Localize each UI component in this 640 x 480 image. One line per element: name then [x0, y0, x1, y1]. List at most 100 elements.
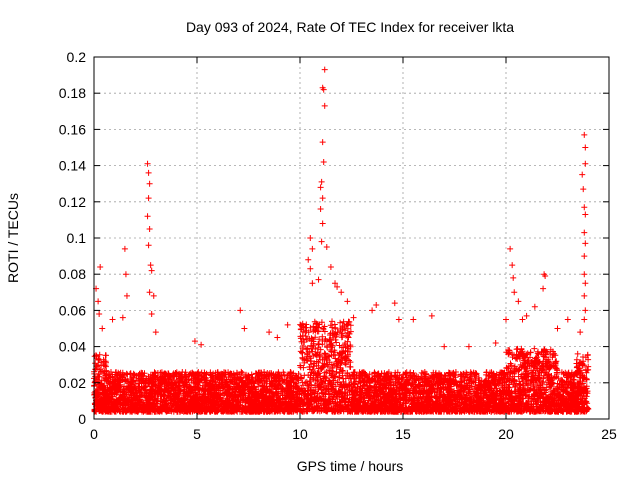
roti-point [317, 206, 324, 213]
chart-title: Day 093 of 2024, Rate Of TEC Index for r… [186, 19, 514, 35]
roti-point [338, 289, 345, 296]
roti-point [150, 292, 157, 299]
roti-point [369, 307, 376, 314]
roti-point [581, 271, 588, 278]
roti-point [523, 312, 530, 319]
roti-point [198, 341, 205, 348]
roti-point [582, 280, 589, 287]
roti-point [123, 292, 130, 299]
roti-point [465, 343, 472, 350]
roti-point [321, 102, 328, 109]
roti-point [148, 311, 155, 318]
roti-point [241, 325, 248, 332]
roti-point [511, 289, 518, 296]
roti-point [580, 186, 587, 193]
roti-point [274, 334, 281, 341]
roti-point [581, 292, 588, 299]
roti-point [441, 343, 448, 350]
roti-point [121, 245, 128, 252]
roti-point [582, 307, 589, 314]
roti-point [327, 263, 334, 270]
roti-point [582, 211, 589, 218]
x-tick-label: 10 [292, 426, 308, 442]
roti-point [122, 271, 129, 278]
roti-point [317, 184, 324, 191]
roti-point [319, 195, 326, 202]
roti-point [319, 139, 326, 146]
roti-point [284, 321, 291, 328]
y-tick-label: 0.08 [59, 266, 86, 282]
roti-point [428, 312, 435, 319]
roti-point [395, 316, 402, 323]
roti-point [332, 280, 339, 287]
y-tick-label: 0.04 [59, 339, 86, 355]
y-tick-label: 0.12 [59, 194, 86, 210]
data-points [91, 66, 592, 415]
roti-point [144, 160, 151, 167]
roti-point [148, 267, 155, 274]
y-tick-label: 0.14 [59, 158, 86, 174]
roti-point [410, 316, 417, 323]
roti-point [323, 244, 330, 251]
x-tick-label: 15 [395, 426, 411, 442]
roti-point [99, 325, 106, 332]
y-tick-label: 0.06 [59, 302, 86, 318]
roti-point [503, 316, 509, 323]
x-tick-label: 20 [498, 426, 514, 442]
roti-point [542, 273, 549, 280]
roti-point [266, 329, 273, 336]
y-tick-label: 0.2 [67, 49, 87, 65]
roti-point [564, 316, 571, 323]
x-tick-label: 5 [193, 426, 201, 442]
roti-point [582, 240, 589, 247]
roti-point [510, 274, 517, 281]
roti-point [531, 303, 538, 310]
roti-point [581, 131, 588, 138]
axis-ticks [93, 56, 610, 420]
y-tick-label: 0.02 [59, 375, 86, 391]
roti-point [318, 178, 325, 185]
y-tick-labels: 0 0.02 0.04 0.06 0.08 0.1 0.12 0.14 0.16 0.18 0.2 [59, 49, 86, 427]
roti-point [519, 316, 526, 323]
roti-point [373, 301, 380, 308]
roti-point [581, 316, 588, 323]
roti-point [582, 144, 589, 151]
roti-point [109, 316, 116, 323]
roti-point [318, 238, 325, 245]
y-tick-label: 0 [78, 411, 86, 427]
roti-point [321, 66, 328, 73]
roti-point [146, 289, 153, 296]
roti-point [145, 195, 152, 202]
roti-point [309, 280, 316, 287]
x-tick-label: 25 [601, 426, 617, 442]
roti-point [96, 311, 103, 318]
roti-point [319, 220, 326, 227]
x-tick-labels: 0 5 10 15 20 25 [90, 426, 617, 442]
x-axis-label: GPS time / hours [297, 458, 404, 474]
roti-point [492, 339, 499, 346]
roti-point [145, 169, 152, 176]
y-axis-label: ROTI / TECUs [5, 193, 21, 283]
roti-point [577, 329, 584, 336]
roti-point [146, 225, 153, 232]
roti-point [152, 329, 159, 336]
roti-point [581, 204, 588, 211]
roti-point [579, 171, 586, 178]
roti-point [344, 298, 351, 305]
roti-point [540, 285, 547, 292]
roti-point [334, 283, 341, 290]
roti-point [309, 245, 316, 252]
roti-point [554, 325, 561, 332]
roti-point [146, 180, 153, 187]
roti-point [95, 298, 102, 305]
roti-point [581, 229, 588, 236]
roti-point [582, 160, 589, 167]
roti-point [307, 235, 314, 241]
roti-point [391, 300, 398, 307]
roti-point [515, 298, 522, 305]
roti-point [507, 245, 514, 252]
y-tick-label: 0.1 [67, 230, 87, 246]
roti-noise-floor [91, 318, 592, 415]
roti-point [147, 262, 154, 269]
